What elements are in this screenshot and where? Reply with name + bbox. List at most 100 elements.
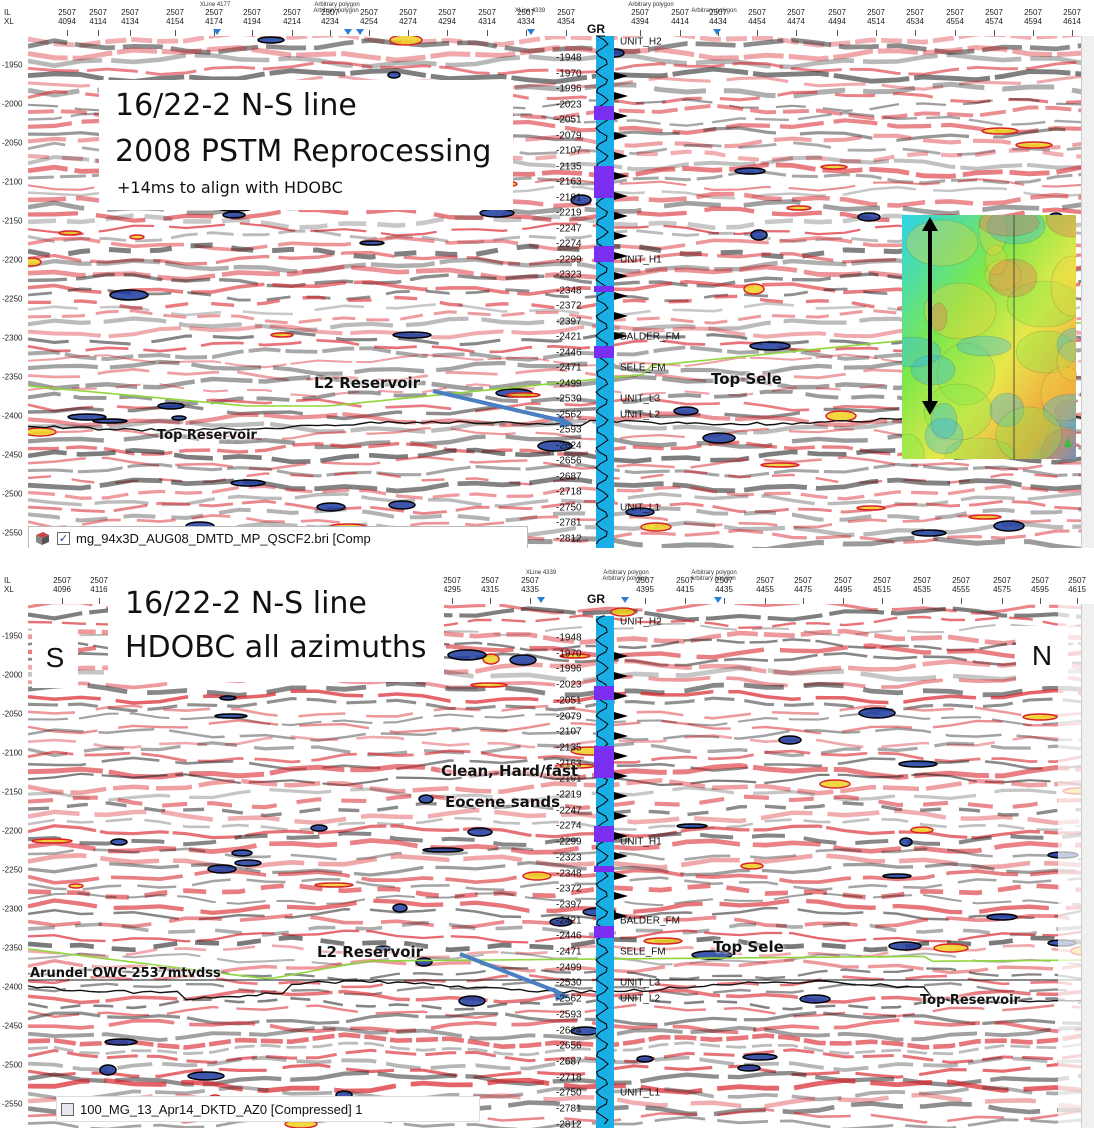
- seismic-reflector: [28, 242, 1082, 260]
- top-layer-legend[interactable]: ✓ mg_94x3D_AUG08_DMTD_MP_QSCF2.bri [Comp: [28, 526, 528, 548]
- well-depth-label: -2471: [556, 362, 582, 374]
- contour-patch: [1045, 215, 1076, 238]
- seismic-reflector: [28, 514, 1082, 530]
- log-spike-icon: [614, 692, 628, 700]
- amplitude-blob: [737, 1064, 761, 1072]
- ruler-marker-triangle-icon[interactable]: [344, 29, 352, 35]
- xl-tick-mark: [1072, 30, 1073, 36]
- xl-tick-mark: [961, 598, 962, 604]
- amplitude-blob: [760, 462, 800, 468]
- xl-tick-mark: [566, 30, 567, 36]
- time-tick-label: -2000: [2, 670, 23, 680]
- xl-tick-mark: [955, 30, 956, 36]
- amplitude-blob: [479, 208, 515, 218]
- seismic-reflector: [28, 1115, 1082, 1128]
- amplitude-blob: [482, 653, 500, 665]
- ruler-marker-triangle-icon[interactable]: [527, 29, 535, 35]
- ruler-marker-triangle-icon[interactable]: [213, 29, 221, 35]
- direction-north-label: N: [1016, 626, 1068, 686]
- seismic-reflector: [28, 476, 1082, 494]
- xl-tick-label: 2507 4335: [521, 576, 539, 594]
- amplitude-blob: [458, 995, 486, 1007]
- well-depth-label: -2421: [556, 915, 582, 927]
- sand-interval: [594, 346, 614, 358]
- ruler-marker-triangle-icon[interactable]: [621, 597, 629, 603]
- log-spike-icon: [614, 712, 628, 720]
- l2-arrowhead-icon: [558, 414, 573, 428]
- bottom-layer-name: 100_MG_13_Apr14_DKTD_AZ0 [Compressed] 1: [80, 1101, 363, 1117]
- well-depth-label: -2107: [556, 726, 582, 738]
- amplitude-blob: [92, 418, 128, 424]
- well-depth-label: -2446: [556, 930, 582, 942]
- bottom-seismic-section[interactable]: [28, 604, 1082, 1128]
- well-depth-label: -2624: [556, 440, 582, 451]
- xl-tick-label: 2507 4555: [952, 576, 970, 594]
- seismic-cube-icon: [33, 530, 51, 546]
- amplitude-blob: [207, 864, 237, 874]
- top-layer-visibility-checkbox[interactable]: ✓: [57, 531, 70, 545]
- amplitude-blob: [570, 194, 592, 206]
- well-depth-label: -2656: [556, 1040, 582, 1052]
- ruler-marker-triangle-icon[interactable]: [537, 597, 545, 603]
- ruler-marker-triangle-icon[interactable]: [356, 29, 364, 35]
- xl-tick-mark: [99, 598, 100, 604]
- ruler-marker-triangle-icon[interactable]: [714, 597, 722, 603]
- top-title-line3: +14ms to align with HDOBC: [117, 178, 343, 197]
- bottom-layer-legend[interactable]: 100_MG_13_Apr14_DKTD_AZ0 [Compressed] 1: [56, 1096, 480, 1122]
- amplitude-blob: [509, 654, 537, 666]
- xl-tick-mark: [292, 30, 293, 36]
- xl-tick-mark: [1002, 598, 1003, 604]
- bottom-vertical-scrollbar[interactable]: [1081, 604, 1094, 1128]
- contour-patch: [1006, 280, 1076, 328]
- bottom-layer-visibility-checkbox[interactable]: [61, 1102, 74, 1116]
- arrow-down-icon: [922, 401, 938, 415]
- seismic-reflector: [28, 756, 1082, 772]
- contour-patch: [988, 258, 1038, 298]
- sand-interval: [594, 286, 614, 292]
- well-unit-label: UNIT_L2: [620, 409, 661, 420]
- amplitude-blob: [858, 707, 896, 719]
- xl-tick-label: 2507 4535: [913, 576, 931, 594]
- xl-tick-label: 2507 4174: [205, 8, 223, 26]
- seismic-reflector: [28, 749, 1082, 764]
- well-depth-label: -2348: [556, 868, 582, 879]
- amplitude-blob: [157, 402, 185, 410]
- well-depth-label: -2750: [556, 502, 582, 513]
- top-vertical-scrollbar[interactable]: [1081, 36, 1094, 548]
- amplitude-blob: [467, 827, 493, 837]
- time-tick-label: -2400: [2, 411, 23, 421]
- amplitude-blob: [219, 695, 237, 701]
- xl-tick-mark: [994, 30, 995, 36]
- ruler-marker-triangle-icon[interactable]: [713, 29, 721, 35]
- amplitude-blob: [470, 682, 508, 688]
- amplitude-blob: [222, 211, 246, 219]
- amplitude-blob: [67, 413, 107, 421]
- seismic-reflector: [28, 198, 1082, 217]
- seismic-reflector: [28, 996, 1082, 1011]
- well-depth-label: -2219: [556, 789, 582, 801]
- xl-tick-label: 2507 4274: [399, 8, 417, 26]
- xl-tick-label: 2507 4434: [709, 8, 727, 26]
- time-tick-label: -2350: [2, 943, 23, 953]
- eocene-sands-label-line2: Eocene sands: [445, 793, 561, 811]
- amplitude-blob: [310, 824, 328, 832]
- bottom-l2-reservoir-label: L2 Reservoir: [317, 943, 424, 961]
- well-depth-label: -2023: [556, 99, 582, 110]
- well-depth-label: -2562: [556, 993, 582, 1005]
- amplitude-blob: [418, 794, 434, 804]
- top-layer-name: mg_94x3D_AUG08_DMTD_MP_QSCF2.bri [Comp: [76, 530, 371, 546]
- eocene-sands-label-line1: Clean, Hard/fast: [441, 762, 579, 780]
- well-unit-label: SELE_FM: [620, 362, 666, 374]
- inset-map-thumbnail[interactable]: [902, 215, 1076, 459]
- time-tick-label: -2150: [2, 216, 23, 226]
- amplitude-blob: [537, 440, 573, 452]
- xl-tick-mark: [62, 598, 63, 604]
- amplitude-blob: [911, 529, 947, 537]
- xl-tick-label: 2507 4614: [1063, 8, 1081, 26]
- seismic-reflector: [28, 688, 1082, 705]
- amplitude-blob: [993, 520, 1025, 532]
- seismic-reflector: [28, 741, 1082, 758]
- amplitude-blob: [422, 847, 464, 853]
- top-title-box: 16/22-2 N-S line 2008 PSTM Reprocessing …: [99, 80, 513, 210]
- contour-patch: [984, 259, 1022, 291]
